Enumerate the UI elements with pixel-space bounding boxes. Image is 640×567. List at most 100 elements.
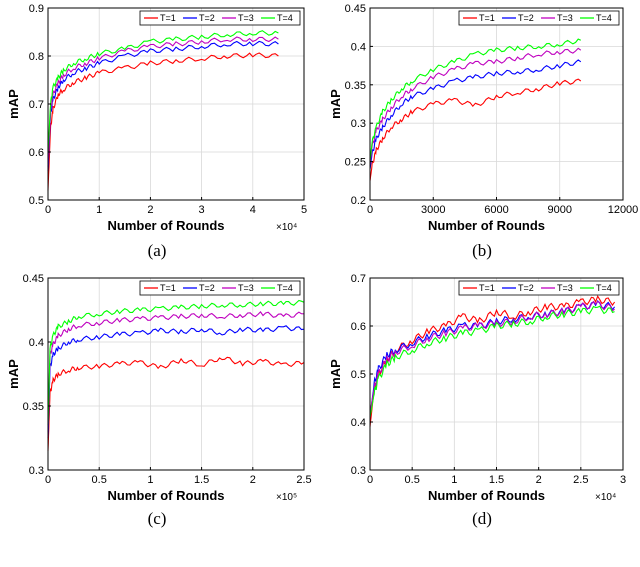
- x-tick-label: 1.5: [489, 474, 504, 486]
- y-tick-label: 0.35: [23, 401, 44, 413]
- x-tick-label: 0.5: [92, 474, 107, 486]
- series-line-T=1: [369, 294, 616, 427]
- y-tick-label: 0.7: [351, 273, 366, 285]
- x-tick-label: 2.5: [296, 474, 311, 486]
- y-tick-label: 0.45: [345, 3, 366, 15]
- legend-label-T=3: T=3: [557, 283, 573, 293]
- legend-label-T=4: T=4: [277, 13, 293, 23]
- chart-panel-2: 0 3000 6000 9000 12000 0.2 0.25 0.3 0.35 0.4 0.45 N…: [328, 3, 638, 260]
- y-tick-label: 0.7: [29, 99, 44, 111]
- x-tick-label: 2: [250, 474, 256, 486]
- y-tick-label: 0.25: [345, 157, 366, 169]
- series-line-T=2: [47, 325, 305, 439]
- chart-panel-3: 0 0.5 1 1.5 2 2.5 0.3 0.35 0.4 0.45 Number of Roun…: [6, 273, 312, 528]
- axes-frame: [47, 277, 305, 471]
- legend-label-T=4: T=4: [596, 283, 612, 293]
- y-axis-label: mAP: [6, 89, 21, 119]
- series-line-T=3: [47, 36, 279, 167]
- legend-label-T=1: T=1: [160, 13, 176, 23]
- legend-label-T=1: T=1: [479, 283, 495, 293]
- legend-label-T=4: T=4: [596, 13, 612, 23]
- x-axis-label: Number of Rounds: [428, 218, 545, 233]
- x-tick-label: 0.5: [405, 474, 420, 486]
- x-multiplier: ×10⁴: [595, 492, 616, 503]
- y-tick-label: 0.3: [351, 118, 366, 130]
- x-tick-label: 0: [367, 474, 373, 486]
- series-line-T=1: [47, 52, 279, 191]
- y-tick-label: 0.35: [345, 80, 366, 92]
- y-tick-label: 0.4: [351, 417, 366, 429]
- legend-label-T=2: T=2: [518, 283, 534, 293]
- legend-label-T=4: T=4: [277, 283, 293, 293]
- legend-box: [458, 280, 620, 296]
- x-multiplier: ×10⁵: [276, 492, 297, 503]
- y-axis-label: mAP: [6, 359, 21, 389]
- x-axis-label: Number of Rounds: [108, 488, 225, 503]
- x-tick-label: 4: [250, 204, 256, 216]
- y-tick-label: 0.6: [29, 147, 44, 159]
- x-tick-label: 2.5: [573, 474, 588, 486]
- x-tick-label: 6000: [484, 204, 508, 216]
- y-tick-label: 0.6: [351, 321, 366, 333]
- series-line-T=2: [47, 40, 279, 172]
- legend-label-T=3: T=3: [238, 283, 254, 293]
- y-tick-label: 0.45: [23, 273, 44, 285]
- y-axis-label: mAP: [328, 359, 343, 389]
- legend-label-T=3: T=3: [557, 13, 573, 23]
- series-line-T=4: [47, 299, 305, 426]
- panel-caption: (a): [148, 241, 167, 260]
- x-tick-label: 3000: [421, 204, 445, 216]
- x-tick-label: 1: [147, 474, 153, 486]
- x-tick-label: 3: [620, 474, 626, 486]
- x-tick-label: 0: [45, 474, 51, 486]
- legend-label-T=1: T=1: [160, 283, 176, 293]
- legend-box: [139, 280, 301, 296]
- x-tick-label: 0: [367, 204, 373, 216]
- x-tick-label: 1: [96, 204, 102, 216]
- x-tick-label: 3: [199, 204, 205, 216]
- legend-box: [458, 10, 620, 26]
- legend-label-T=2: T=2: [199, 13, 215, 23]
- legend-box: [139, 10, 301, 26]
- series-line-T=1: [369, 78, 582, 181]
- legend-label-T=3: T=3: [238, 13, 254, 23]
- y-tick-label: 0.9: [29, 3, 44, 15]
- x-tick-label: 2: [147, 204, 153, 216]
- y-tick-label: 0.4: [351, 41, 366, 53]
- x-axis-label: Number of Rounds: [428, 488, 545, 503]
- series-line-T=1: [47, 356, 305, 451]
- x-tick-label: 0: [45, 204, 51, 216]
- x-multiplier: ×10⁴: [276, 222, 297, 233]
- x-tick-label: 2: [536, 474, 542, 486]
- series-line-T=3: [369, 300, 615, 413]
- series-line-T=3: [47, 311, 305, 432]
- panel-caption: (c): [148, 509, 167, 528]
- panel-caption: (d): [472, 509, 492, 528]
- x-tick-label: 1: [451, 474, 457, 486]
- y-tick-label: 0.4: [29, 337, 44, 349]
- series-line-T=4: [369, 38, 582, 162]
- series-line-T=4: [47, 30, 279, 153]
- x-tick-label: 12000: [608, 204, 639, 216]
- y-tick-label: 0.5: [29, 195, 44, 207]
- panel-caption: (b): [472, 241, 492, 260]
- x-tick-label: 9000: [548, 204, 572, 216]
- legend-label-T=2: T=2: [199, 283, 215, 293]
- y-tick-label: 0.2: [351, 195, 366, 207]
- y-tick-label: 0.8: [29, 51, 44, 63]
- y-tick-label: 0.3: [351, 465, 366, 477]
- plot-area: [48, 278, 304, 470]
- chart-panel-4: 0 0.5 1 1.5 2 2.5 3 0.3 0.4 0.5 0.6 0.7 Number of Ro…: [328, 273, 626, 528]
- x-axis-label: Number of Rounds: [108, 218, 225, 233]
- chart-panel-1: 0 1 2 3 4 5 0.5 0.6 0.7 0.8 0.9 Number of Rounds mAP…: [6, 3, 307, 260]
- x-tick-label: 5: [301, 204, 307, 216]
- series-line-T=3: [369, 47, 582, 166]
- y-tick-label: 0.5: [351, 369, 366, 381]
- x-tick-label: 1.5: [194, 474, 209, 486]
- series-line-T=4: [369, 305, 615, 418]
- y-axis-label: mAP: [328, 89, 343, 119]
- y-tick-label: 0.3: [29, 465, 44, 477]
- legend-label-T=2: T=2: [518, 13, 534, 23]
- legend-label-T=1: T=1: [479, 13, 495, 23]
